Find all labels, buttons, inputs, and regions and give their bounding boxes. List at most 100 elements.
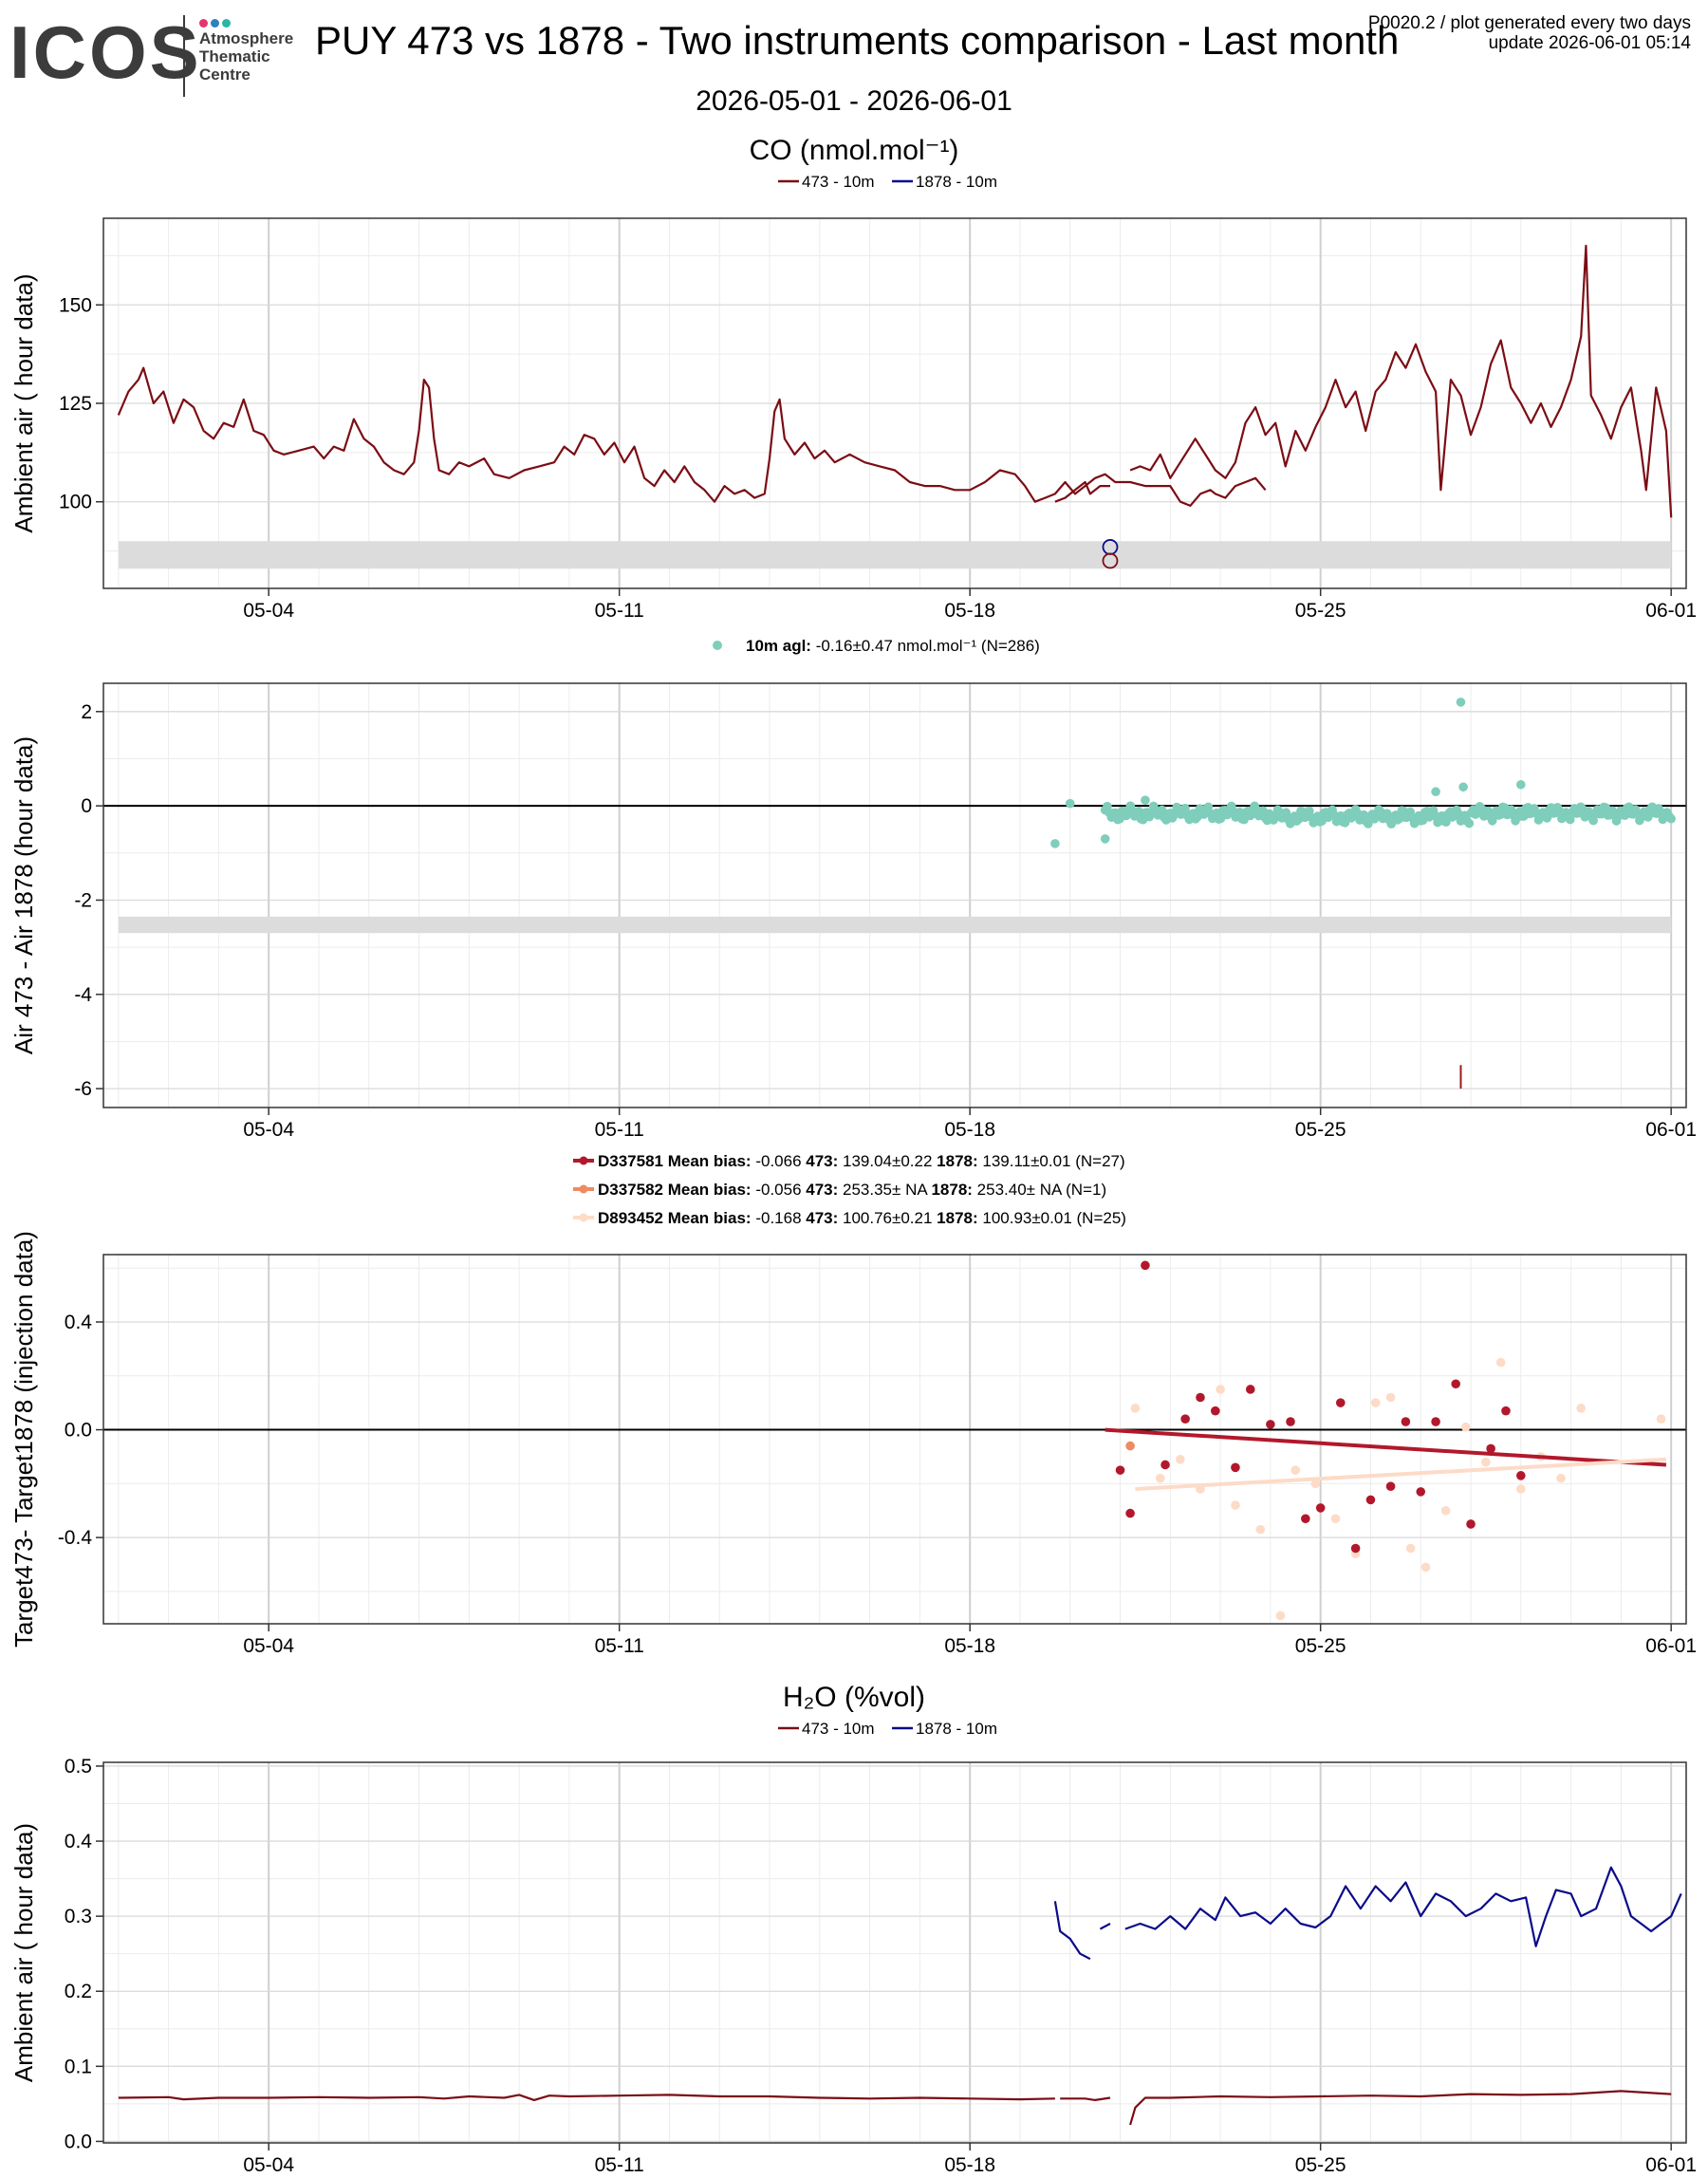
y-tick-label: 0.0 <box>65 1420 92 1442</box>
logo-dot-blue <box>211 19 219 28</box>
logo-wordmark: ICOS <box>9 10 202 94</box>
data-point <box>1401 1417 1411 1426</box>
inst473-label: 473: <box>806 1152 843 1170</box>
data-point <box>1460 1422 1471 1432</box>
x-tick-label: 05-04 <box>243 1635 294 1657</box>
series-line-1878 <box>1099 1923 1111 1930</box>
data-point <box>1180 803 1190 813</box>
inst1878-label: 1878: <box>937 1152 982 1170</box>
data-point <box>1516 1484 1526 1494</box>
y-axis-label: Target473- Target1878 (injection data) <box>9 1231 38 1647</box>
y-tick-label: 0.1 <box>65 2056 92 2077</box>
bias-value: -0.066 <box>755 1152 806 1170</box>
legend-key-point <box>579 1156 588 1165</box>
data-point <box>1486 1443 1495 1454</box>
plot-background <box>103 1255 1686 1624</box>
x-tick-label: 06-01 <box>1645 1119 1697 1141</box>
data-point <box>1516 1471 1526 1480</box>
data-point <box>1231 1500 1240 1510</box>
series-line-473 <box>1129 2090 1672 2126</box>
inst473-label: 473: <box>806 1209 843 1227</box>
legend-key <box>713 641 722 650</box>
chart-title-h2o: H₂O (%vol) <box>783 1682 925 1713</box>
inst473-value: 253.35± NA <box>843 1181 931 1199</box>
x-tick-label: 05-04 <box>243 600 294 622</box>
plot-frame <box>102 1254 1687 1625</box>
series-line-1878 <box>1053 1901 1091 1961</box>
inst1878-value: 139.11±0.01 <box>982 1152 1075 1170</box>
legend-label: 473 - 10m <box>802 173 875 191</box>
plot-frame <box>102 682 1687 1108</box>
plot-background <box>103 1762 1686 2143</box>
data-point <box>1365 1495 1376 1505</box>
x-tick-label: 05-25 <box>1295 600 1346 622</box>
x-tick-label: 05-18 <box>944 2154 995 2176</box>
logo-line-2: Thematic <box>199 47 270 65</box>
data-point <box>1196 1392 1205 1403</box>
data-point <box>1576 1404 1586 1413</box>
data-point <box>1301 1514 1310 1524</box>
data-point <box>1176 1454 1185 1464</box>
legend-cylinders: D337581 Mean bias: -0.066 473: 139.04±0.… <box>573 1152 1126 1227</box>
legend-text: D893452 Mean bias: -0.168 473: 100.76±0.… <box>598 1209 1126 1227</box>
data-point <box>1481 1457 1491 1467</box>
legend-count: (N=286) <box>981 637 1040 655</box>
y-axis-label: Air 473 - Air 1878 (hour data) <box>9 736 38 1054</box>
legend-text: D337581 Mean bias: -0.066 473: 139.04±0.… <box>598 1152 1125 1170</box>
data-point <box>1565 814 1575 825</box>
plot-background <box>103 683 1686 1108</box>
data-point <box>1125 1508 1135 1518</box>
date-range: 2026-05-01 - 2026-06-01 <box>696 85 1012 117</box>
data-point <box>1431 1417 1440 1426</box>
fit-line <box>1135 1457 1667 1491</box>
data-point <box>1501 1405 1511 1416</box>
data-point <box>1281 808 1291 818</box>
data-point <box>1216 1385 1225 1394</box>
panel-co_target: 05-04 05-11 05-18 05-25 06-01 -0.4 0.0 0.4 Targe… <box>9 1231 1697 1657</box>
y-tick-label: 0.0 <box>65 2131 92 2152</box>
legend-key-point <box>579 1213 588 1222</box>
bias-label: Mean bias: <box>668 1181 756 1199</box>
inst1878-label: 1878: <box>937 1209 982 1227</box>
legend-value: -0.16±0.47 nmol.mol⁻¹ <box>816 637 981 655</box>
y-tick-label: 0.4 <box>65 1312 93 1333</box>
legend-h2o_ambient: 473 - 10m 1878 - 10m <box>778 1720 997 1738</box>
x-tick-label: 05-25 <box>1295 1635 1346 1657</box>
x-tick-label: 05-04 <box>243 1119 294 1141</box>
data-point <box>1141 1260 1150 1271</box>
data-point <box>1416 1487 1426 1497</box>
x-tick-label: 05-11 <box>595 1119 644 1141</box>
logo-line-3: Centre <box>199 65 251 84</box>
cylinder-name: D337581 <box>598 1152 668 1170</box>
y-tick-label: -2 <box>74 889 92 911</box>
y-tick-label: 0.3 <box>65 1906 92 1927</box>
inst1878-label: 1878: <box>931 1181 976 1199</box>
data-point <box>1231 1462 1240 1473</box>
inst1878-value: 253.40± NA <box>977 1181 1066 1199</box>
data-point <box>1050 839 1060 848</box>
y-tick-label: 125 <box>59 393 92 415</box>
data-point <box>1330 1514 1341 1524</box>
series-line-473 <box>1060 2096 1111 2101</box>
legend-label: 1878 - 10m <box>916 1720 997 1738</box>
y-tick-label: 2 <box>81 701 92 723</box>
data-point <box>1125 1441 1135 1451</box>
data-point <box>1516 779 1526 790</box>
data-point <box>1310 1479 1321 1489</box>
inst473-label: 473: <box>806 1181 843 1199</box>
y-tick-label: 150 <box>59 294 92 316</box>
data-point <box>1456 698 1466 707</box>
cylinder-name: D893452 <box>598 1209 668 1227</box>
x-tick-label: 05-11 <box>595 2154 644 2176</box>
logo-subtitle: Atmosphere Thematic Centre <box>199 29 293 84</box>
y-tick-label: 0.2 <box>65 1981 92 2002</box>
plot-frame <box>102 217 1687 589</box>
data-point <box>1495 1357 1506 1368</box>
x-tick-label: 05-18 <box>944 600 995 622</box>
fit-line <box>1105 1427 1667 1467</box>
bias-label: Mean bias: <box>668 1209 756 1227</box>
inst1878-value: 100.93±0.01 <box>982 1209 1076 1227</box>
x-tick-label: 05-11 <box>595 600 644 622</box>
data-point <box>1245 1385 1255 1394</box>
series-line-1878 <box>1124 1866 1682 1947</box>
